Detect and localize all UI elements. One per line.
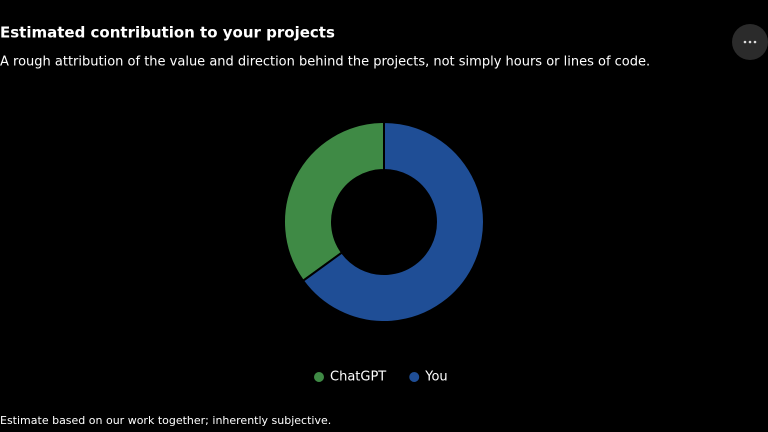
title: Estimated contribution to your projects (0, 24, 335, 42)
legend: ChatGPT You (314, 370, 448, 385)
legend-label: ChatGPT (330, 370, 386, 385)
subtitle: A rough attribution of the value and dir… (0, 55, 650, 70)
legend-swatch (314, 372, 324, 382)
slice (283, 120, 385, 283)
slice (301, 120, 485, 323)
legend-swatch (409, 372, 420, 382)
dot (753, 40, 757, 44)
donut (283, 120, 485, 323)
dot (743, 40, 747, 44)
dot (748, 40, 752, 44)
more-button[interactable] (732, 24, 768, 60)
legend-label: You (424, 370, 447, 385)
footer: Estimate based on our work together; inh… (0, 414, 331, 427)
